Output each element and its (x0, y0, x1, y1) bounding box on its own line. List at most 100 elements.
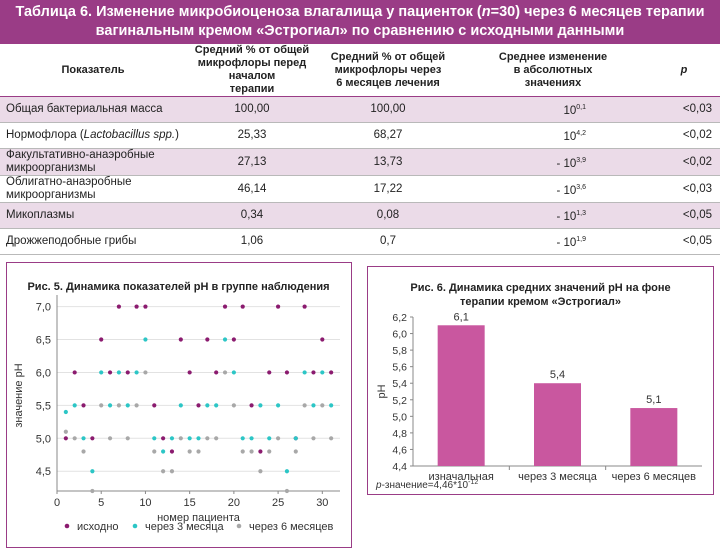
data-point (161, 436, 166, 441)
x-tick-label: 15 (184, 497, 196, 509)
data-point (258, 469, 263, 474)
data-point (72, 370, 77, 375)
data-point (63, 429, 68, 434)
table-row: Дрожжеподобные грибы 1,06 0,7- 101,9 <0,05 (0, 228, 720, 255)
data-point (169, 469, 175, 474)
row-indicator: Общая бактериальная масса (0, 96, 186, 123)
data-point (249, 403, 254, 408)
bar-value-label: 5,1 (646, 394, 661, 406)
figure-5-title: Рис. 5. Динамика показателей рН в группе… (27, 281, 330, 293)
data-point (240, 436, 245, 441)
table-row: Общая бактериальная масса 100,00 100,00 100… (0, 96, 720, 123)
row-indicator: Нормофлора (Lactobacillus spp.) (0, 122, 186, 149)
data-point (311, 436, 316, 441)
y-tick-label: 6,2 (392, 312, 407, 324)
row-p-value: <0,03 (648, 175, 720, 203)
y-tick-label: 7,0 (36, 302, 51, 314)
legend-marker (64, 523, 70, 529)
data-point (143, 370, 148, 375)
microbiocenosis-table: Показатель Средний % от общей микрофлоры … (0, 44, 720, 255)
data-point (249, 449, 254, 454)
data-point (125, 370, 130, 375)
category-label: через 3 месяца (518, 471, 598, 483)
x-tick-label: 5 (98, 497, 104, 509)
data-point (196, 436, 201, 441)
data-point (284, 469, 290, 474)
data-point (134, 304, 139, 309)
row-p-value: <0,02 (648, 148, 720, 176)
data-point (152, 436, 157, 441)
legend-marker (236, 523, 242, 529)
figure-6-title: Рис. 6. Динамика средних значений рН на … (410, 282, 671, 308)
row-p-value: <0,05 (648, 202, 720, 229)
data-point (187, 436, 192, 441)
row-indicator: Дрожжеподобные грибы (0, 228, 186, 255)
data-point (320, 370, 325, 375)
header-change: Среднее изменение в абсолютных значениях (458, 44, 648, 97)
row-p-value: <0,02 (648, 122, 720, 149)
category-label: через 6 месяцев (612, 471, 697, 483)
data-point (90, 436, 95, 441)
bar-value-label: 6,1 (454, 311, 469, 323)
row-before: 25,33 (186, 122, 318, 149)
y-tick-label: 5,4 (392, 378, 407, 390)
data-point (275, 304, 281, 309)
row-change: - 101,3 (458, 202, 648, 229)
header-after: Средний % от общей микрофлоры через 6 меся… (318, 44, 458, 97)
y-tick-label: 5,6 (392, 362, 407, 374)
x-tick-label: 10 (139, 497, 151, 509)
legend-entry: через 6 месяцев (249, 521, 334, 533)
data-point (302, 403, 307, 408)
bar (630, 408, 678, 466)
table-row: Нормофлора (Lactobacillus spp.) 25,33 68,2… (0, 122, 720, 149)
data-point (258, 403, 263, 408)
data-point (169, 449, 175, 454)
row-after: 68,27 (318, 122, 458, 149)
figure-5-chart: 4,5 5,0 5,5 6,0 6,5 7,0 0 5 10 15 20 25 30 номер паци… (13, 295, 340, 533)
data-point (63, 436, 68, 441)
data-point (107, 370, 113, 375)
data-point (222, 304, 228, 309)
data-point (169, 436, 175, 441)
data-point (214, 436, 219, 441)
data-point (320, 403, 325, 408)
data-point (134, 403, 139, 408)
row-after: 0,7 (318, 228, 458, 255)
data-point (231, 370, 236, 375)
data-point (302, 370, 307, 375)
row-p-value: <0,05 (648, 228, 720, 255)
figure-6-chart: 4,4 4,6 4,8 5,0 5,2 5,4 5,6 5,8 6,0 6,2 рН 6,1 изнач… (375, 311, 702, 491)
data-point (284, 488, 290, 494)
data-point (214, 370, 219, 375)
data-point (258, 449, 263, 454)
data-point (267, 370, 272, 375)
data-point (178, 436, 183, 441)
y-tick-label: 4,5 (36, 466, 51, 478)
data-point (99, 370, 104, 375)
data-point (81, 449, 86, 454)
y-axis-label: рН (376, 384, 388, 398)
row-before: 27,13 (186, 148, 318, 176)
data-point (196, 449, 201, 454)
data-point (196, 403, 201, 408)
y-tick-label: 5,8 (392, 345, 407, 357)
data-point (81, 403, 86, 408)
data-point (143, 337, 148, 342)
data-point (311, 370, 316, 375)
data-point (161, 449, 166, 454)
x-tick-label: 20 (228, 497, 240, 509)
y-tick-label: 5,0 (36, 433, 51, 445)
data-point (320, 337, 325, 342)
data-point (329, 436, 334, 441)
y-tick-label: 4,8 (392, 428, 407, 440)
table-header-row: Показатель Средний % от общей микрофлоры … (0, 44, 720, 97)
data-point (187, 449, 192, 454)
data-point (231, 337, 236, 342)
figure-5-panel: Рис. 5. Динамика показателей рН в группе… (6, 262, 352, 548)
row-before: 0,34 (186, 202, 318, 229)
data-point (152, 403, 157, 408)
data-point (134, 370, 139, 375)
data-point (267, 449, 272, 454)
data-point (116, 370, 122, 375)
data-point (72, 436, 77, 441)
